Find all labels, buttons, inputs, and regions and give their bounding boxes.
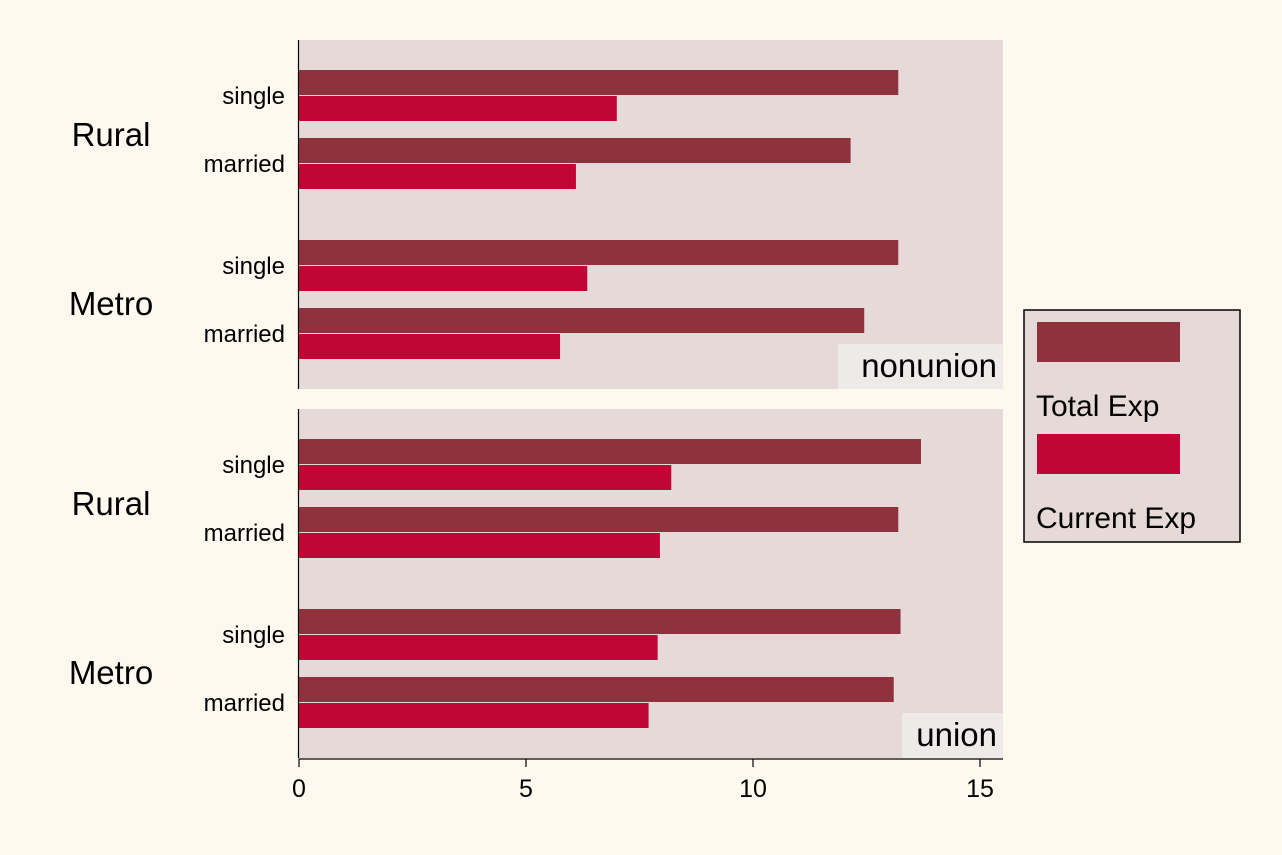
panel-union: Rural single married Metro single married unio… [69, 409, 1003, 758]
group-label-metro: Metro [69, 285, 153, 322]
group-label-rural: Rural [72, 116, 151, 153]
x-tick-label: 15 [966, 775, 994, 803]
bar-current-exp [299, 465, 672, 490]
bar-category-label-married: married [204, 690, 285, 717]
bar-current-exp [299, 334, 561, 359]
legend-label-total-exp: Total Exp [1036, 390, 1159, 423]
legend-swatch-total-exp [1037, 322, 1180, 362]
panel-label: union [916, 716, 997, 753]
bar-category-label-married: married [204, 520, 285, 547]
bar-total-exp [299, 677, 894, 702]
bar-current-exp [299, 703, 649, 728]
bar-category-label-single: single [222, 253, 285, 280]
bar-category-label-single: single [222, 452, 285, 479]
bar-total-exp [299, 507, 899, 532]
bar-category-label-single: single [222, 622, 285, 649]
bar-total-exp [299, 70, 899, 95]
bar-total-exp [299, 308, 865, 333]
x-tick-label: 10 [739, 775, 767, 803]
legend: Total Exp Current Exp [1023, 309, 1241, 543]
bar-current-exp [299, 164, 576, 189]
x-tick-label: 0 [292, 775, 306, 803]
bar-current-exp [299, 635, 658, 660]
panel-label-box [902, 713, 1003, 758]
bar-category-label-married: married [204, 321, 285, 348]
x-axis: 0 5 10 15 [292, 758, 1003, 803]
legend-swatch-current-exp [1037, 434, 1180, 474]
panels-layer: Rural single married Metro single married nonu… [69, 40, 1003, 758]
bar-current-exp [299, 533, 660, 558]
bar-total-exp [299, 609, 901, 634]
panel-label-box [838, 344, 1003, 389]
group-label-metro: Metro [69, 654, 153, 691]
bar-total-exp [299, 439, 921, 464]
bar-total-exp [299, 138, 851, 163]
panel-nonunion: Rural single married Metro single married nonu… [69, 40, 1003, 389]
bar-current-exp [299, 266, 588, 291]
legend-label-current-exp: Current Exp [1036, 502, 1196, 535]
group-label-rural: Rural [72, 485, 151, 522]
bar-category-label-single: single [222, 83, 285, 110]
bar-category-label-married: married [204, 151, 285, 178]
bar-current-exp [299, 96, 617, 121]
x-tick-label: 5 [519, 775, 533, 803]
bar-total-exp [299, 240, 899, 265]
panel-label: nonunion [861, 347, 997, 384]
